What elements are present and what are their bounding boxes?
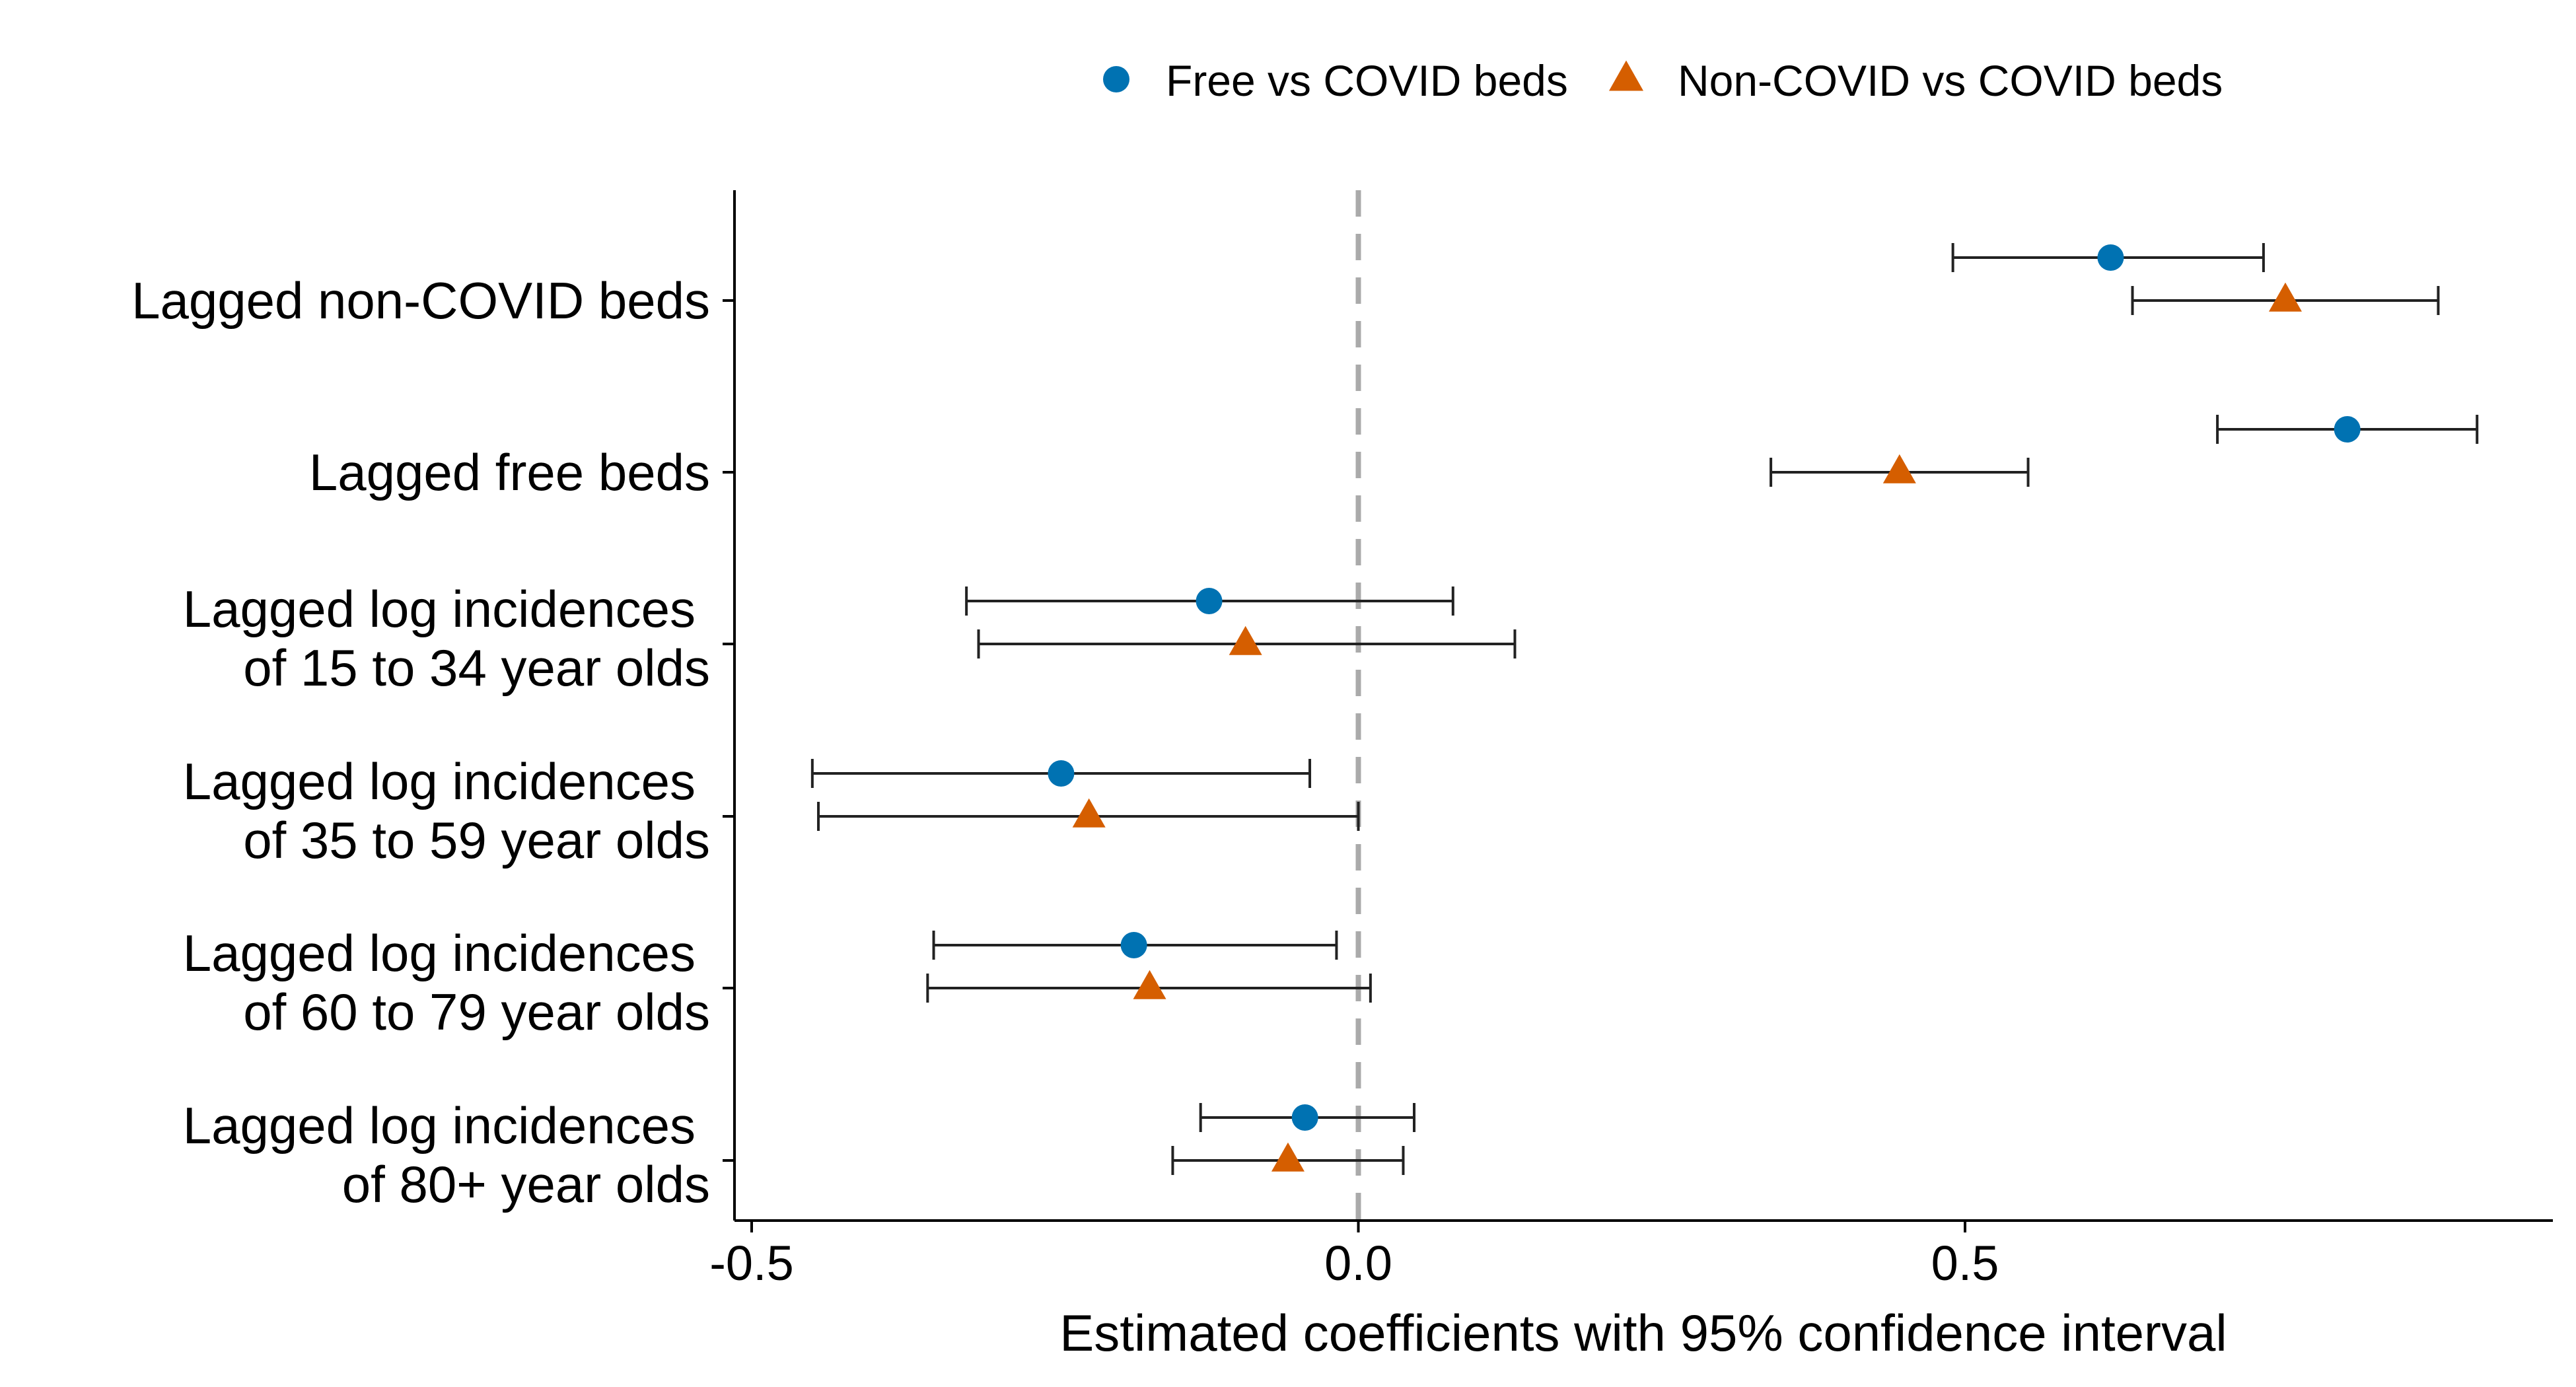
y-category-label-line2: of 60 to 79 year olds [243, 983, 710, 1041]
y-category-label-line2: of 80+ year olds [342, 1155, 710, 1213]
legend-triangle-icon [1609, 60, 1643, 91]
legend-circle-icon [1103, 66, 1129, 92]
estimate-point-circle [1120, 932, 1147, 958]
data-marks [810, 243, 2479, 1175]
x-tick-label: 0.0 [1324, 1236, 1392, 1291]
estimate-point-triangle [1133, 970, 1166, 999]
axes: -0.5 0.0 0.5 Estimated coefficients with 95… [131, 190, 2553, 1362]
y-category-label: Lagged free beds [309, 443, 710, 501]
estimate-point-triangle [1882, 454, 1916, 483]
y-category-label-line1: Lagged log incidences [183, 1096, 696, 1155]
estimate-point-circle [2097, 244, 2124, 271]
y-category-label-line2: of 15 to 34 year olds [243, 639, 710, 697]
x-tick-label: 0.5 [1931, 1236, 1999, 1291]
legend-label-noncovid-vs-covid: Non-COVID vs COVID beds [1678, 56, 2223, 105]
estimate-point-circle [2334, 416, 2361, 443]
estimate-point-circle [1196, 588, 1223, 614]
estimate-point-triangle [1072, 798, 1106, 828]
y-category-label-line1: Lagged log incidences [183, 752, 696, 810]
y-category-label-line1: Lagged log incidences [183, 924, 696, 982]
x-tick-label: -0.5 [709, 1236, 794, 1291]
x-axis-title: Estimated coefficients with 95% confiden… [1059, 1304, 2227, 1362]
y-category-label-line2: of 35 to 59 year olds [243, 811, 710, 869]
estimate-point-triangle [1271, 1142, 1305, 1172]
legend: Free vs COVID beds Non-COVID vs COVID bed… [1103, 56, 2223, 105]
legend-label-free-vs-covid: Free vs COVID beds [1166, 56, 1568, 105]
y-category-label: Lagged non-COVID beds [131, 271, 710, 330]
estimate-point-triangle [2268, 282, 2302, 312]
y-category-label-line1: Lagged log incidences [183, 580, 696, 638]
estimate-point-circle [1048, 760, 1075, 787]
estimate-point-triangle [1229, 625, 1262, 655]
estimate-point-circle [1291, 1104, 1318, 1131]
